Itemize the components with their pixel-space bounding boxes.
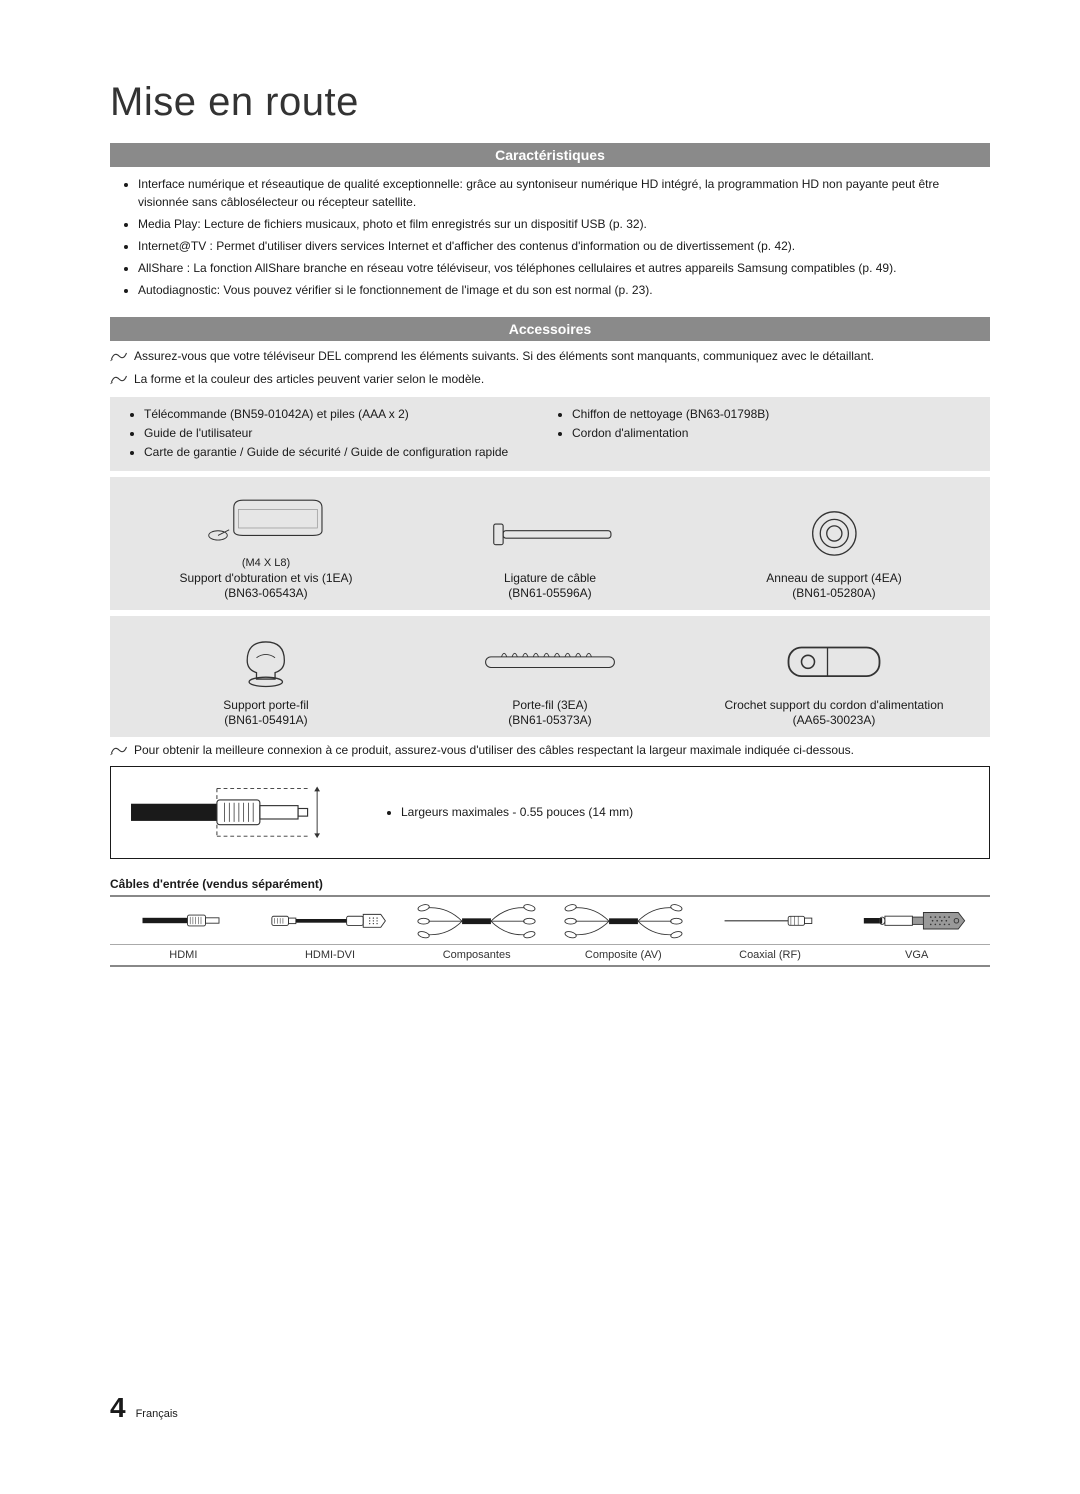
feature-item: Media Play: Lecture de fichiers musicaux…: [138, 215, 990, 233]
pen-icon: [110, 743, 128, 760]
note-text: La forme et la couleur des articles peuv…: [134, 372, 484, 386]
feature-item: Interface numérique et réseautique de qu…: [138, 175, 990, 211]
composite-cable-icon: [550, 897, 697, 945]
note-text: Pour obtenir la meilleure connexion à ce…: [134, 743, 854, 757]
accessory-label: Support d'obturation et vis (1EA): [179, 571, 352, 585]
power-cord-holder-icon: [692, 626, 976, 696]
hdmi-connector-diagram: [131, 777, 341, 849]
cable-tie-icon: [408, 499, 692, 569]
accessory-partno: (BN61-05491A): [224, 713, 307, 727]
hdmi-dvi-cable-icon: [257, 897, 404, 945]
accessory-partno: (BN61-05596A): [508, 586, 591, 600]
cable-label: HDMI-DVI: [257, 945, 404, 965]
cable-label: Coaxial (RF): [697, 945, 844, 965]
cable-label: Composantes: [403, 945, 550, 965]
accessory-cell: (M4 X L8) Support d'obturation et vis (1…: [124, 487, 408, 600]
accessory-cell: Crochet support du cordon d'alimentation…: [692, 626, 976, 727]
accessory-label: Ligature de câble: [504, 571, 596, 585]
list-item: Carte de garantie / Guide de sécurité / …: [144, 443, 550, 462]
accessory-label: Support porte-fil: [223, 698, 308, 712]
accessory-partno: (AA65-30023A): [793, 713, 876, 727]
list-item: Guide de l'utilisateur: [144, 424, 550, 443]
cable-label: VGA: [843, 945, 990, 965]
cables-heading: Câbles d'entrée (vendus séparément): [110, 877, 990, 891]
cable-width-text: Largeurs maximales - 0.55 pouces (14 mm): [401, 805, 633, 819]
note-line: Assurez-vous que votre téléviseur DEL co…: [110, 349, 990, 366]
accessory-grid-row: Support porte-fil (BN61-05491A) Porte-fi…: [110, 616, 990, 737]
list-item: Cordon d'alimentation: [572, 424, 978, 443]
page-title: Mise en route: [110, 80, 990, 125]
feature-item: AllShare : La fonction AllShare branche …: [138, 259, 990, 277]
features-list: Interface numérique et réseautique de qu…: [110, 175, 990, 299]
page-footer: 4 Français: [110, 1392, 178, 1424]
accessory-sublabel: (M4 X L8): [242, 557, 290, 569]
holder-ring-icon: [692, 499, 976, 569]
accessory-partno: (BN61-05280A): [792, 586, 875, 600]
page-number: 4: [110, 1392, 126, 1424]
accessory-partno: (BN61-05373A): [508, 713, 591, 727]
accessory-cell: Ligature de câble (BN61-05596A): [408, 487, 692, 600]
accessory-partno: (BN63-06543A): [224, 586, 307, 600]
coaxial-cable-icon: [697, 897, 844, 945]
pen-icon: [110, 349, 128, 366]
accessory-cell: Porte-fil (3EA) (BN61-05373A): [408, 626, 692, 727]
accessory-label: Anneau de support (4EA): [766, 571, 901, 585]
hdmi-cable-icon: [110, 897, 257, 945]
section-header-features: Caractéristiques: [110, 143, 990, 167]
accessory-cell: Anneau de support (4EA) (BN61-05280A): [692, 487, 976, 600]
note-line: Pour obtenir la meilleure connexion à ce…: [110, 743, 990, 760]
list-item: Chiffon de nettoyage (BN63-01798B): [572, 405, 978, 424]
accessory-cell: Support porte-fil (BN61-05491A): [124, 626, 408, 727]
cable-label: Composite (AV): [550, 945, 697, 965]
accessory-label: Crochet support du cordon d'alimentation: [724, 698, 943, 712]
wire-holder-icon: [408, 626, 692, 696]
page-language: Français: [136, 1408, 178, 1420]
feature-item: Autodiagnostic: Vous pouvez vérifier si …: [138, 281, 990, 299]
note-line: La forme et la couleur des articles peuv…: [110, 372, 990, 389]
wire-holder-stand-icon: [124, 626, 408, 696]
accessory-label: Porte-fil (3EA): [512, 698, 587, 712]
accessories-included-box: Télécommande (BN59-01042A) et piles (AAA…: [110, 397, 990, 471]
feature-item: Internet@TV : Permet d'utiliser divers s…: [138, 237, 990, 255]
cables-table: HDMI HDMI-DVI Composantes Composite (AV)…: [110, 895, 990, 967]
vga-cable-icon: [843, 897, 990, 945]
list-item: Télécommande (BN59-01042A) et piles (AAA…: [144, 405, 550, 424]
component-cable-icon: [403, 897, 550, 945]
note-text: Assurez-vous que votre téléviseur DEL co…: [134, 349, 874, 363]
accessory-grid-row: (M4 X L8) Support d'obturation et vis (1…: [110, 477, 990, 610]
blanking-cover-icon: [124, 487, 408, 557]
section-header-accessories: Accessoires: [110, 317, 990, 341]
pen-icon: [110, 372, 128, 389]
cable-width-box: Largeurs maximales - 0.55 pouces (14 mm): [110, 766, 990, 860]
cable-label: HDMI: [110, 945, 257, 965]
